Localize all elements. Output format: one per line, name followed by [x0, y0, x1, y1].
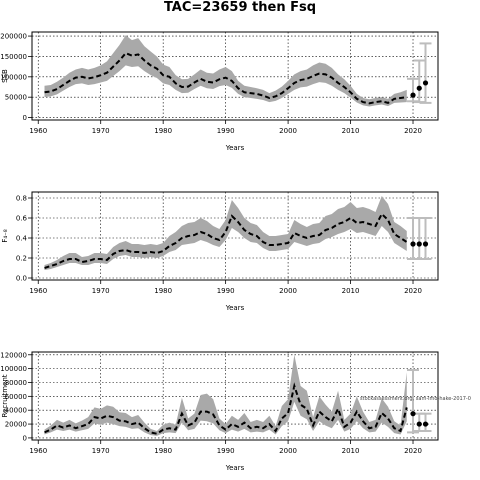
f-x-tick-label-1980: 1980: [154, 287, 172, 295]
recruitment-x-tick-label-2000: 2000: [279, 447, 297, 455]
f-x-tick-label-2020: 2020: [404, 287, 422, 295]
ssb-y-tick-label-0: 0: [23, 114, 27, 122]
recruitment-y-tick-label-0: 0: [23, 434, 27, 442]
ssb-plot-frame: [31, 31, 439, 121]
recruitment-estimate-line: [44, 382, 408, 435]
ssb-confidence-band: [44, 35, 407, 107]
recruitment-y-tick-label-1: 20000: [5, 421, 27, 429]
ssb-forecast-point-2020: [410, 92, 416, 98]
watermark-text: stockassessment.org, sam-lmo-hake-2017-0: [360, 396, 471, 402]
f-y-tick-label-0: 0.0: [16, 275, 27, 283]
f-x-axis-title: Years: [225, 304, 245, 312]
recruitment-forecast-point-2021: [416, 421, 422, 427]
chart-title: TAC=23659 then Fsq: [163, 0, 317, 15]
ssb-x-tick-label-1960: 1960: [29, 127, 47, 135]
f-forecast-point-2020: [410, 241, 416, 247]
ssb-forecast-point-2022: [422, 80, 429, 86]
recruitment-confidence-band: [44, 354, 407, 436]
f-x-tick-label-1990: 1990: [217, 287, 235, 295]
recruitment-x-tick-label-1990: 1990: [217, 447, 235, 455]
ssb-y-tick-label-4: 200000: [0, 33, 27, 41]
f-forecast-point-2022: [422, 241, 429, 247]
ssb-x-tick-label-2020: 2020: [404, 127, 422, 135]
ssb-x-tick-label-1970: 1970: [92, 127, 110, 135]
f-x-tick-label-2010: 2010: [342, 287, 360, 295]
f-y-tick-label-1: 0.2: [16, 255, 27, 263]
recruitment-y-tick-label-6: 120000: [0, 351, 27, 359]
recruitment-forecast-point-2020: [410, 411, 416, 417]
recruitment-x-tick-label-1980: 1980: [154, 447, 172, 455]
ssb-estimate-line: [44, 51, 407, 105]
ssb-x-axis-title: Years: [225, 144, 245, 152]
f-estimate-line: [44, 212, 408, 269]
ssb-y-axis-title: SSB: [1, 69, 9, 83]
f-x-tick-label-1960: 1960: [29, 287, 47, 295]
recruitment-forecast-point-2022: [422, 421, 429, 427]
recruitment-x-tick-label-1970: 1970: [92, 447, 110, 455]
ssb-x-tick-label-1990: 1990: [217, 127, 235, 135]
f-y-axis-title: F₄₋₈: [1, 229, 9, 243]
f-x-tick-label-2000: 2000: [279, 287, 297, 295]
ssb-x-tick-label-2010: 2010: [342, 127, 360, 135]
ssb-x-tick-label-2000: 2000: [279, 127, 297, 135]
recruitment-x-tick-label-2010: 2010: [342, 447, 360, 455]
recruitment-y-tick-label-4: 80000: [5, 379, 27, 387]
ssb-y-tick-label-2: 100000: [0, 73, 27, 81]
recruitment-y-tick-label-3: 60000: [5, 393, 27, 401]
f-forecast-point-2021: [416, 241, 422, 247]
recruitment-y-tick-label-2: 40000: [5, 407, 27, 415]
f-y-tick-label-3: 0.6: [16, 215, 28, 223]
ssb-x-tick-label-1980: 1980: [154, 127, 172, 135]
f-y-tick-label-2: 0.4: [16, 235, 28, 243]
ssb-y-tick-label-3: 150000: [0, 53, 27, 61]
recruitment-x-tick-label-1960: 1960: [29, 447, 47, 455]
f-x-tick-label-1970: 1970: [92, 287, 110, 295]
recruitment-x-tick-label-2020: 2020: [404, 447, 422, 455]
f-y-tick-label-4: 0.8: [16, 195, 27, 203]
recruitment-x-axis-title: Years: [225, 464, 245, 472]
recruitment-y-axis-title: Recruitment: [1, 374, 9, 417]
f-plot-frame: [31, 191, 439, 281]
ssb-y-tick-label-1: 50000: [5, 94, 27, 102]
ssb-forecast-point-2021: [416, 85, 422, 91]
recruitment-y-tick-label-5: 100000: [0, 365, 27, 373]
